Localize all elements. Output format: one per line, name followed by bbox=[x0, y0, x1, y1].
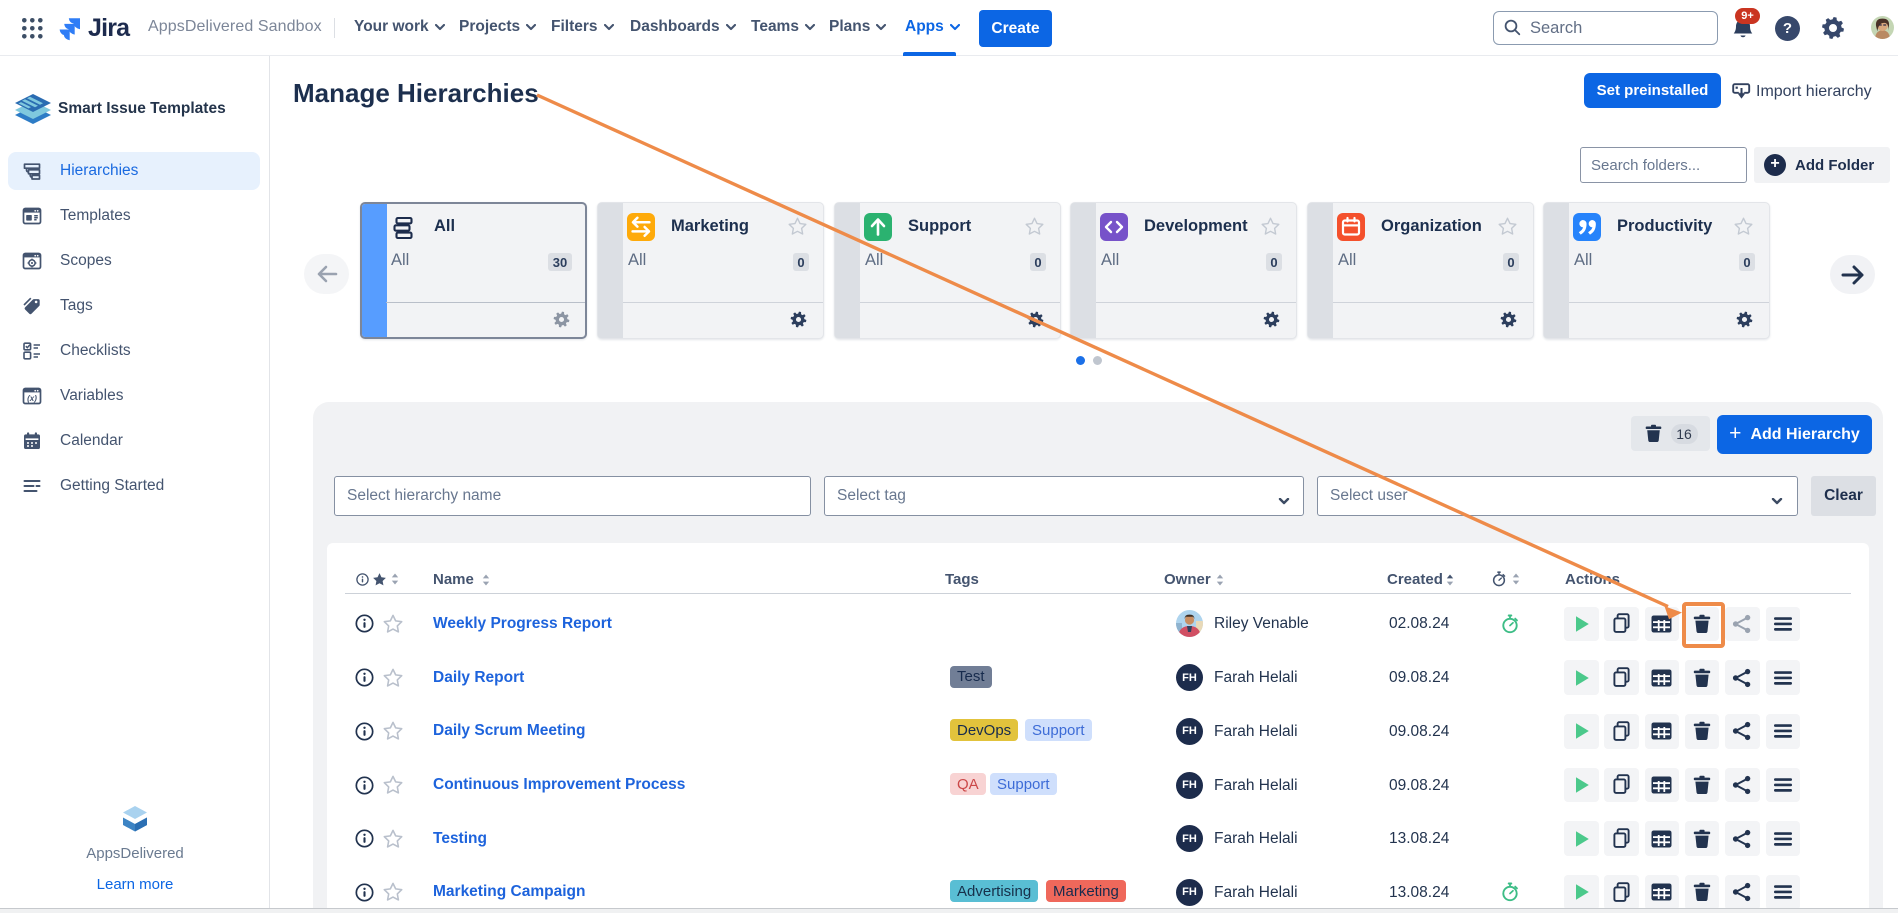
svg-text:(x): (x) bbox=[27, 394, 37, 403]
